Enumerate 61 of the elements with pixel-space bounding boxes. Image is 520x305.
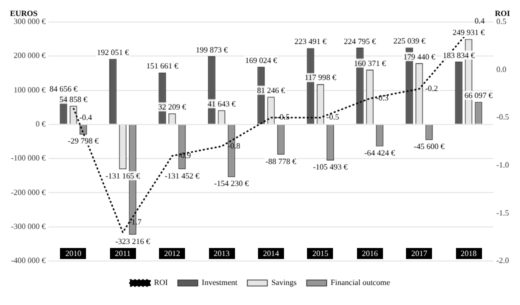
y-tick-label: 200 000 € — [14, 51, 46, 60]
data-label: -29 798 € — [68, 136, 99, 146]
data-label: 84 656 € — [49, 84, 78, 94]
data-label: -88 778 € — [266, 156, 296, 166]
y2-tick-label: -1.0 — [496, 160, 510, 170]
y-tick-label: -300 000 € — [10, 222, 46, 231]
x-tick-label: 2015 — [307, 248, 334, 258]
data-label: 117 998 € — [304, 73, 336, 82]
y2-tick-label: -1.5 — [496, 208, 510, 218]
x-tick-label: 2010 — [60, 248, 86, 258]
legend-label: ROI — [154, 278, 168, 288]
data-label: -131 165 € — [105, 171, 140, 180]
x-tick-label: 2013 — [208, 248, 235, 258]
y-tick-label: 100 000 € — [14, 85, 46, 94]
data-label: 199 873 € — [196, 45, 228, 54]
data-label: 41 643 € — [208, 99, 236, 108]
data-label: 183 834 € — [442, 50, 475, 60]
data-label: 249 931 € — [452, 28, 485, 38]
legend-label: Investment — [202, 278, 238, 288]
data-label: -154 230 € — [214, 179, 249, 188]
y2-tick-label: 0.0 — [496, 64, 506, 74]
x-tick-label: 2014 — [258, 248, 284, 258]
y-tick-label: 300 000 € — [14, 17, 46, 26]
y-tick-label: 0 € — [36, 120, 46, 129]
data-label: 81 246 € — [257, 86, 285, 95]
data-label: -0.2 — [425, 84, 438, 94]
data-label: -45 600 € — [414, 142, 444, 152]
data-label: 0.4 — [474, 16, 485, 26]
x-tick-label: 2016 — [356, 248, 383, 258]
y-tick-label: -100 000 € — [10, 154, 46, 163]
data-label: -0.3 — [376, 94, 388, 103]
y2-tick-label: 0.5 — [496, 17, 506, 26]
data-label: -323 216 € — [115, 236, 150, 246]
data-label: -0.4 — [79, 113, 92, 122]
data-label: 169 024 € — [245, 56, 278, 65]
y2-tick-label: -0.5 — [496, 112, 510, 122]
data-label: 66 097 € — [464, 90, 493, 100]
data-label: -105 493 € — [312, 162, 348, 172]
data-label: 224 795 € — [344, 36, 376, 46]
x-tick-label: 2018 — [456, 248, 482, 258]
y-tick-label: -200 000 € — [10, 188, 46, 197]
legend-label: Savings — [271, 278, 297, 288]
data-label: 32 209 € — [158, 102, 186, 112]
x-tick-label: 2011 — [110, 248, 136, 258]
y-tick-label: -400 000 € — [10, 256, 46, 266]
data-label: 223 491 € — [294, 37, 327, 46]
y2-axis-title: ROI — [494, 9, 510, 18]
data-label: 179 440 € — [403, 52, 436, 62]
data-label: 225 039 € — [393, 36, 426, 46]
x-tick-label: 2012 — [159, 248, 186, 258]
legend-label: Financial outcome — [330, 278, 390, 288]
data-label: -64 424 € — [364, 148, 396, 158]
y-axis-title: EUROS — [10, 9, 38, 18]
data-label: -131 452 € — [164, 171, 200, 180]
data-label: 54 858 € — [59, 94, 88, 104]
data-label: -0.5 — [326, 112, 340, 122]
data-label: 192 051 € — [96, 48, 129, 57]
y2-tick-label: -2.0 — [496, 256, 510, 266]
x-tick-label: 2017 — [406, 248, 432, 258]
data-label: 151 661 € — [146, 62, 178, 71]
data-label: 160 371 € — [354, 58, 386, 68]
